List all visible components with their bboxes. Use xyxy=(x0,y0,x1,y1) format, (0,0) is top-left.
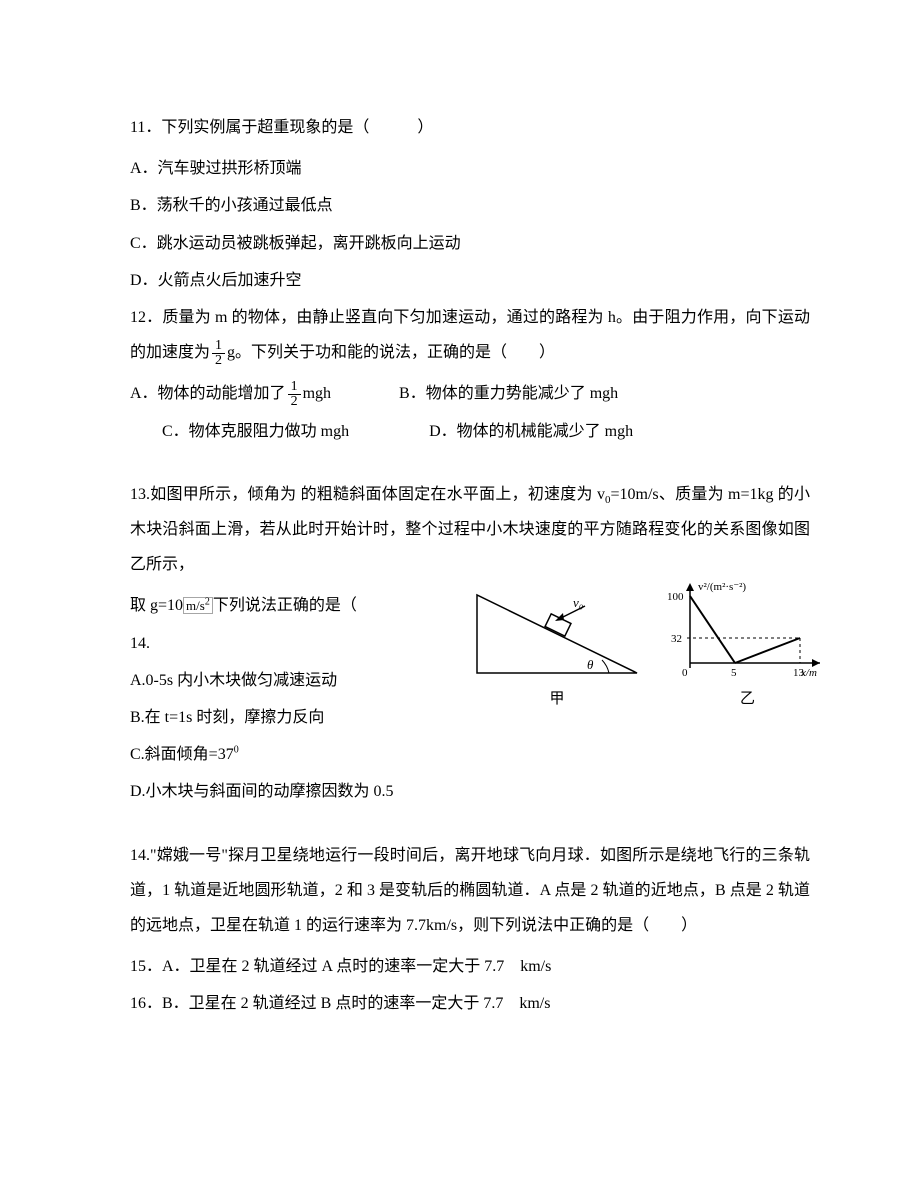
q12-opt-a-post: mgh xyxy=(303,385,331,402)
q11-opt-d: D．火箭点火后加速升空 xyxy=(130,263,810,298)
q11-opt-b: B．荡秋千的小孩通过最低点 xyxy=(130,188,810,223)
q13-opt-a: A.0-5s 内小木块做匀减速运动 xyxy=(130,663,430,698)
figure-jia-label: 甲 xyxy=(549,683,564,716)
origin-0: 0 xyxy=(682,667,688,679)
q14-stem: 14."嫦娥一号"探月卫星绕地运行一段时间后，离开地球飞向月球．如图所示是绕地飞… xyxy=(130,838,810,944)
q12-opt-a-pre: A．物体的动能增加了 xyxy=(130,385,286,402)
y-100: 100 xyxy=(667,591,684,603)
q11-opt-c: C．跳水运动员被跳板弹起，离开跳板向上运动 xyxy=(130,226,810,261)
q13-stem: 13.如图甲所示，倾角为 的粗糙斜面体固定在水平面上，初速度为 v0=10m/s… xyxy=(130,477,810,583)
y-axis-label: v²/(m²·s⁻²) xyxy=(698,581,746,593)
q13-opt-b: B.在 t=1s 时刻，摩擦力反向 xyxy=(130,700,430,735)
figure-yi-label: 乙 xyxy=(740,683,755,716)
x-5: 5 xyxy=(731,667,737,679)
figure-yi: 100 32 0 5 13 v²/(m²·s⁻²) x/m 乙 xyxy=(665,578,830,716)
q13-line1: 13.如图甲所示，倾角为 的粗糙斜面体固定在水平面上，初速度为 v xyxy=(130,486,605,503)
v0-label: v₀ xyxy=(573,595,583,610)
y-32: 32 xyxy=(671,633,682,645)
q12-stem: 12．质量为 m 的物体，由静止竖直向下匀加速运动，通过的路程为 h。由于阻力作… xyxy=(130,300,810,370)
q12-opts-row1: A．物体的动能增加了12mgh B．物体的重力势能减少了 mgh xyxy=(130,376,810,411)
q12-opts-row2: C．物体克服阻力做功 mgh D．物体的机械能减少了 mgh xyxy=(130,414,810,449)
q12-opt-c: C．物体克服阻力做功 mgh xyxy=(162,423,349,440)
q12-opt-b: B．物体的重力势能减少了 mgh xyxy=(399,385,618,402)
q12-frac: 12 xyxy=(212,339,225,368)
q13-line14: 14. xyxy=(130,626,430,661)
q13-g-line: 取 g=10m/s2下列说法正确的是（ xyxy=(130,588,430,623)
incline-diagram: v₀ θ xyxy=(467,583,647,683)
q13-g-pre: 取 g=10 xyxy=(130,597,183,614)
q12-opt-d: D．物体的机械能减少了 mgh xyxy=(429,423,633,440)
q13-opt-d: D.小木块与斜面间的动摩擦因数为 0.5 xyxy=(130,774,430,809)
q12-stem-post: g。下列关于功和能的说法，正确的是（ ） xyxy=(227,344,555,361)
q13-opt-c: C.斜面倾角=370 xyxy=(130,737,430,772)
figure-jia: v₀ θ 甲 xyxy=(467,583,647,716)
q11-opt-a: A．汽车驶过拱形桥顶端 xyxy=(130,151,810,186)
q12-opt-a-frac: 12 xyxy=(288,380,301,409)
q14-opt-a: 15．A．卫星在 2 轨道经过 A 点时的速率一定大于 7.7 km/s xyxy=(130,949,810,984)
q13-g-post: 下列说法正确的是（ xyxy=(213,597,357,614)
theta-label: θ xyxy=(587,657,594,672)
q13-unit: m/s2 xyxy=(183,597,213,614)
q14-opt-b: 16．B．卫星在 2 轨道经过 B 点时的速率一定大于 7.7 km/s xyxy=(130,986,810,1021)
v2-x-graph: 100 32 0 5 13 v²/(m²·s⁻²) x/m xyxy=(665,578,830,683)
q13-body: 取 g=10m/s2下列说法正确的是（ 14. A.0-5s 内小木块做匀减速运… xyxy=(130,588,810,809)
q11-stem: 11．下列实例属于超重现象的是（ ） xyxy=(130,110,810,145)
x-axis-label: x/m xyxy=(800,667,817,679)
